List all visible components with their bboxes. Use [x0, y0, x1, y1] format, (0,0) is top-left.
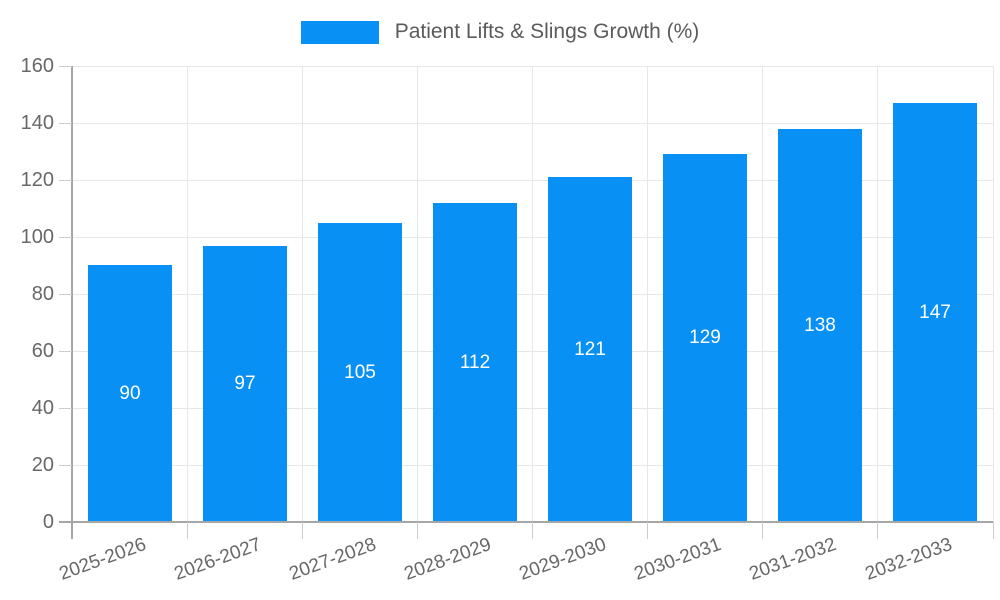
y-tick: [59, 407, 72, 409]
chart-legend[interactable]: Patient Lifts & Slings Growth (%): [0, 16, 1000, 48]
x-tick: [762, 522, 764, 539]
x-axis-label: 2028-2029: [401, 534, 495, 585]
y-tick-label: 160: [20, 55, 54, 77]
x-axis-label: 2032-2033: [862, 534, 955, 585]
y-tick: [59, 464, 72, 466]
x-axis-label: 2027-2028: [286, 534, 379, 585]
bar[interactable]: 105: [318, 223, 402, 522]
v-gridline: [877, 66, 879, 522]
y-tick-label: 80: [31, 283, 54, 305]
bar-value-label: 121: [574, 338, 606, 360]
x-tick: [877, 522, 879, 539]
y-tick: [59, 350, 72, 352]
y-tick: [59, 65, 72, 67]
y-tick-label: 120: [20, 169, 54, 191]
v-gridline: [647, 66, 649, 522]
x-tick: [416, 522, 418, 539]
bar[interactable]: 112: [433, 203, 517, 522]
v-gridline: [416, 66, 418, 522]
v-gridline: [301, 66, 303, 522]
v-gridline: [992, 66, 994, 522]
y-tick-label: 140: [20, 112, 54, 134]
bar[interactable]: 121: [548, 177, 632, 522]
v-gridline: [186, 66, 188, 522]
x-tick: [186, 522, 188, 539]
bar[interactable]: 97: [203, 246, 287, 522]
bar-value-label: 105: [344, 361, 376, 383]
x-axis-label: 2030-2031: [631, 534, 725, 585]
v-gridline: [762, 66, 764, 522]
y-tick-label: 100: [20, 226, 54, 248]
y-tick-label: 20: [31, 454, 54, 476]
y-tick-label: 0: [42, 511, 54, 533]
bar-value-label: 138: [804, 314, 836, 336]
bar[interactable]: 147: [893, 103, 977, 522]
bar-value-label: 112: [459, 351, 491, 373]
x-tick: [301, 522, 303, 539]
bar[interactable]: 138: [778, 129, 862, 522]
x-axis-label: 2031-2032: [746, 534, 840, 585]
legend-label: Patient Lifts & Slings Growth (%): [394, 20, 700, 43]
y-tick-label: 40: [31, 397, 54, 419]
bar-value-label: 129: [689, 327, 721, 348]
bar-value-label: 90: [119, 382, 141, 404]
x-tick: [532, 522, 533, 539]
y-tick: [59, 179, 72, 181]
x-axis-label: 2025-2026: [56, 534, 149, 585]
legend-swatch: [300, 20, 379, 44]
y-tick: [59, 236, 72, 238]
y-tick: [59, 293, 72, 295]
x-axis-label: 2029-2030: [516, 534, 610, 585]
bar[interactable]: 129: [663, 154, 747, 522]
x-tick: [992, 522, 994, 539]
y-tick: [59, 122, 72, 124]
v-gridline: [532, 66, 533, 522]
bar-value-label: 147: [919, 301, 951, 323]
y-tick-label: 60: [31, 340, 54, 362]
x-tick: [647, 522, 649, 539]
bar-value-label: 97: [234, 373, 256, 394]
x-axis-line: [59, 521, 993, 523]
bar[interactable]: 90: [88, 265, 172, 522]
x-axis-label: 2026-2027: [171, 534, 264, 585]
y-axis-line: [71, 66, 73, 539]
